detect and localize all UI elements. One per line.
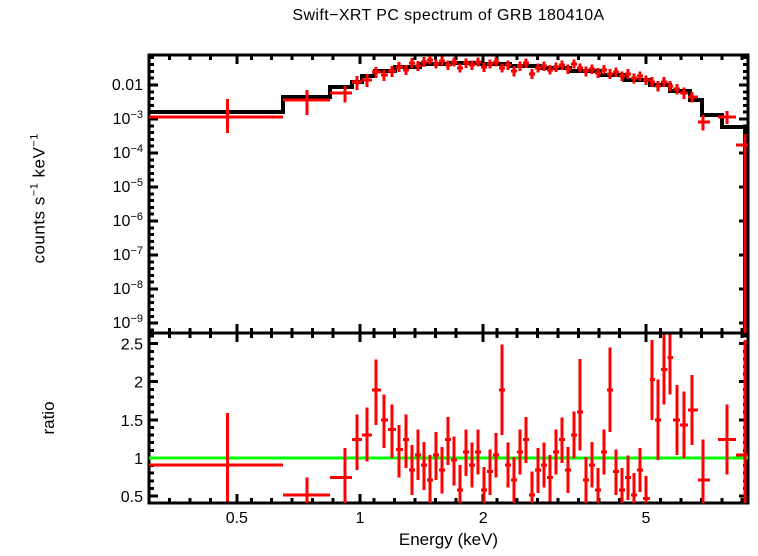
spectrum-y-tick-label: 10−8: [113, 279, 143, 298]
x-tick-label: 0.5: [226, 510, 248, 527]
spectrum-y-tick-label: 10−3: [113, 109, 143, 128]
y-axis-label-ratio: ratio: [39, 401, 58, 435]
x-tick-label: 2: [479, 510, 488, 527]
spectrum-y-tick-label: 10−7: [113, 245, 143, 264]
y-axis-label-counts: counts s−1 keV−1: [28, 133, 49, 264]
spectrum-y-tick-label: 10−6: [113, 211, 143, 230]
spectrum-data-points: [149, 55, 748, 333]
spectrum-y-tick-label: 0.01: [112, 77, 143, 94]
chart-title: Swift−XRT PC spectrum of GRB 180410A: [292, 7, 605, 24]
model-step-curve: [149, 60, 748, 333]
ratio-panel-frame: [147, 331, 750, 505]
tick-labels: 0.5 1 2 5 0.01 10−3 10−4 10−5 10−6 10−7 10−8 10−9 0.…: [112, 77, 651, 527]
x-axis-label: Energy (keV): [398, 530, 499, 549]
ratio-y-tick-label: 2: [134, 375, 143, 392]
spectrum-panel-frame: [147, 53, 750, 335]
ratio-y-tick-label: 0.5: [121, 489, 143, 506]
x-tick-label: 1: [356, 510, 365, 527]
spectrum-y-tick-label: 10−4: [113, 143, 143, 162]
spectrum-y-tick-label: 10−9: [113, 313, 143, 332]
ratio-y-tick-label: 1.5: [121, 413, 143, 430]
spectrum-y-tick-label: 10−5: [113, 177, 143, 196]
ratio-y-tick-label: 2.5: [121, 337, 143, 354]
ratio-y-tick-label: 1: [134, 451, 143, 468]
x-tick-label: 5: [641, 510, 650, 527]
ratio-data-points: [149, 334, 748, 503]
model-line: [149, 60, 748, 333]
